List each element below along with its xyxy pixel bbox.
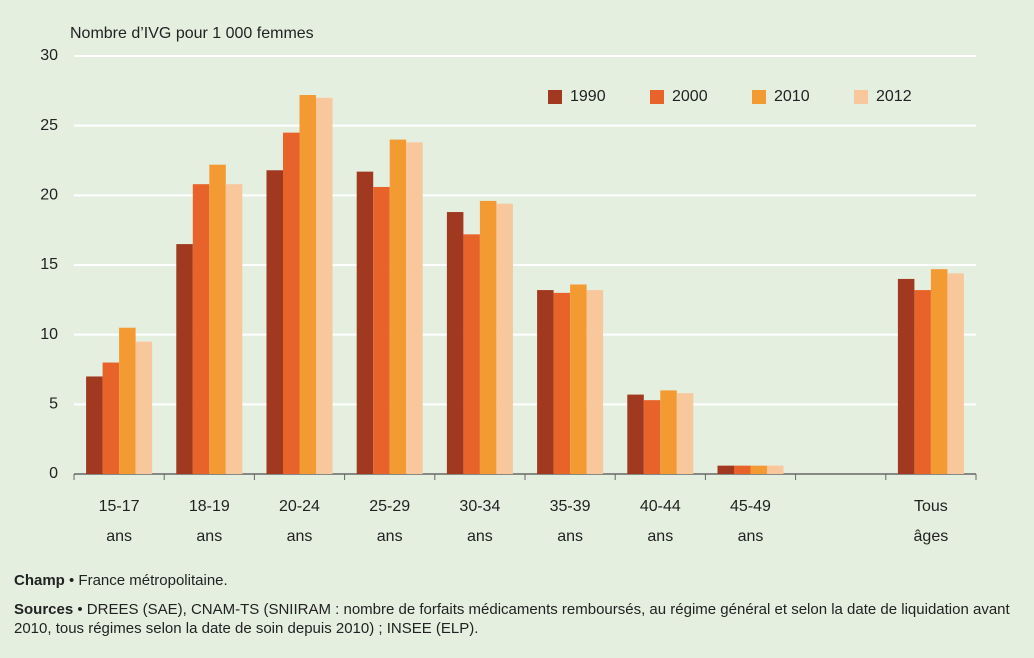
chart: Nombre d’IVG pour 1 000 femmes 0 5 10 15 20 2… <box>40 25 977 482</box>
legend-label: 2000 <box>672 88 708 105</box>
legend-swatch <box>854 90 868 104</box>
legend-label: 2010 <box>774 88 810 105</box>
bar <box>176 244 193 474</box>
legend-swatch <box>548 90 562 104</box>
bar <box>767 465 784 474</box>
y-tick-label: 30 <box>40 47 58 64</box>
bar <box>373 186 390 474</box>
legend-label: 2012 <box>876 88 912 105</box>
legend-label: 1990 <box>570 88 606 105</box>
bar <box>553 292 571 474</box>
y-tick-label: 10 <box>40 326 58 343</box>
champ-label: Champ <box>14 572 65 589</box>
y-tick-label: 5 <box>49 396 58 413</box>
bar <box>947 273 964 474</box>
bar <box>496 203 513 474</box>
y-tick-label: 25 <box>40 117 58 134</box>
bar <box>570 284 587 474</box>
bar <box>537 290 554 474</box>
bar <box>676 393 694 474</box>
sources-text: • DREES (SAE), CNAM-TS (SNIIRAM : nombre… <box>14 601 1010 637</box>
x-tick-label: 15-17 ans <box>98 498 140 545</box>
bar <box>119 327 136 474</box>
bar <box>930 269 948 474</box>
notes: Champ • France métropolitaine. Sources •… <box>14 571 1029 648</box>
champ-text: • France métropolitaine. <box>64 572 228 589</box>
bar <box>283 132 300 474</box>
bar <box>717 465 734 474</box>
y-tick-label: 20 <box>40 187 58 204</box>
x-tick-label: 45-49 ans <box>730 498 771 545</box>
bar <box>209 164 226 474</box>
champ: Champ • France métropolitaine. <box>14 571 1029 590</box>
bar <box>102 362 120 474</box>
bar <box>897 278 915 474</box>
y-tick-label: 0 <box>49 465 58 482</box>
x-tick-label: Tous âges <box>913 498 949 545</box>
bar <box>660 390 677 474</box>
bar <box>586 290 604 474</box>
bar <box>750 465 767 474</box>
bar <box>389 139 407 474</box>
sources-label: Sources <box>14 601 74 618</box>
bar <box>643 400 661 474</box>
bar <box>914 290 931 474</box>
y-tick-label: 15 <box>40 256 58 273</box>
x-tick-label: 30-34 ans <box>459 498 501 545</box>
x-tick-label: 18-19 ans <box>188 498 230 545</box>
bar <box>479 200 497 474</box>
bar <box>299 95 316 474</box>
bar <box>627 394 644 474</box>
bar <box>86 376 103 474</box>
bar <box>225 184 243 475</box>
sources: Sources • DREES (SAE), CNAM-TS (SNIIRAM … <box>14 600 1029 638</box>
y-axis-title: Nombre d’IVG pour 1 000 femmes <box>70 25 314 42</box>
legend-swatch <box>752 90 766 104</box>
bar <box>192 184 210 475</box>
bar <box>406 142 423 475</box>
x-tick-label: 35-39 ans <box>549 498 591 545</box>
bar <box>446 212 464 474</box>
bar <box>356 171 374 474</box>
bar <box>316 97 333 475</box>
bar <box>266 170 283 474</box>
x-tick-label: 40-44 ans <box>639 498 681 545</box>
legend-swatch <box>650 90 664 104</box>
x-tick-label: 25-29 ans <box>369 498 411 545</box>
bar <box>463 234 480 474</box>
bar <box>734 465 751 474</box>
x-tick-label: 20-24 ans <box>279 498 320 545</box>
bar <box>135 341 153 474</box>
